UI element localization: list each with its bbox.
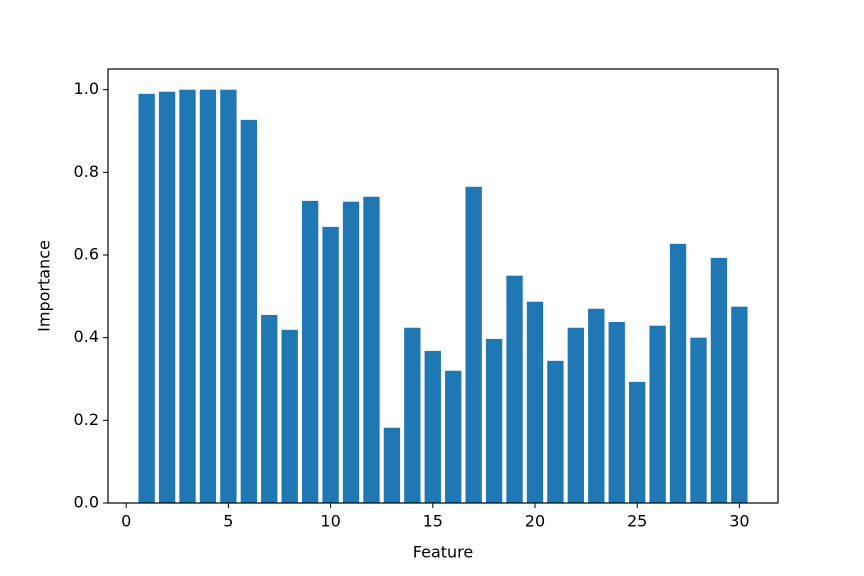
bar [404,327,421,503]
bar [342,201,360,503]
y-tick-label: 0.6 [74,245,99,264]
x-tick-label: 5 [223,512,233,531]
bar [547,360,564,503]
y-tick-label: 0.0 [74,493,99,512]
bar [465,186,482,504]
bar [363,196,380,503]
y-tick-label: 1.0 [74,79,99,98]
y-tick-label: 0.2 [74,410,99,429]
bar [301,200,319,503]
bar [710,257,728,503]
bar [649,325,666,503]
bar [261,314,278,503]
bar [608,321,625,503]
x-tick-label: 10 [320,512,340,531]
bar [588,308,605,503]
bar [526,301,544,503]
bar [220,89,237,504]
bar [424,350,441,503]
x-tick-label: 25 [627,512,647,531]
x-tick-label: 15 [423,512,443,531]
bar [567,327,585,503]
bar [281,329,298,503]
x-tick-label: 20 [525,512,545,531]
bar [690,337,707,503]
x-axis-label: Feature [413,543,473,562]
y-axis-label: Importance [35,240,54,332]
plot-frame [107,68,779,504]
bar [628,381,646,503]
bar [179,89,196,504]
x-tick-label: 0 [121,512,131,531]
bar [445,370,462,503]
bar [485,338,503,503]
bar [731,306,748,503]
bar [138,93,155,504]
bar [383,427,401,503]
y-tick-label: 0.4 [74,327,99,346]
x-tick-label: 30 [729,512,749,531]
bar [158,91,176,503]
bar [669,243,687,503]
bar [506,275,523,503]
bar [322,226,339,504]
bar [199,89,217,504]
y-tick-label: 0.8 [74,162,99,181]
bar [240,119,258,503]
